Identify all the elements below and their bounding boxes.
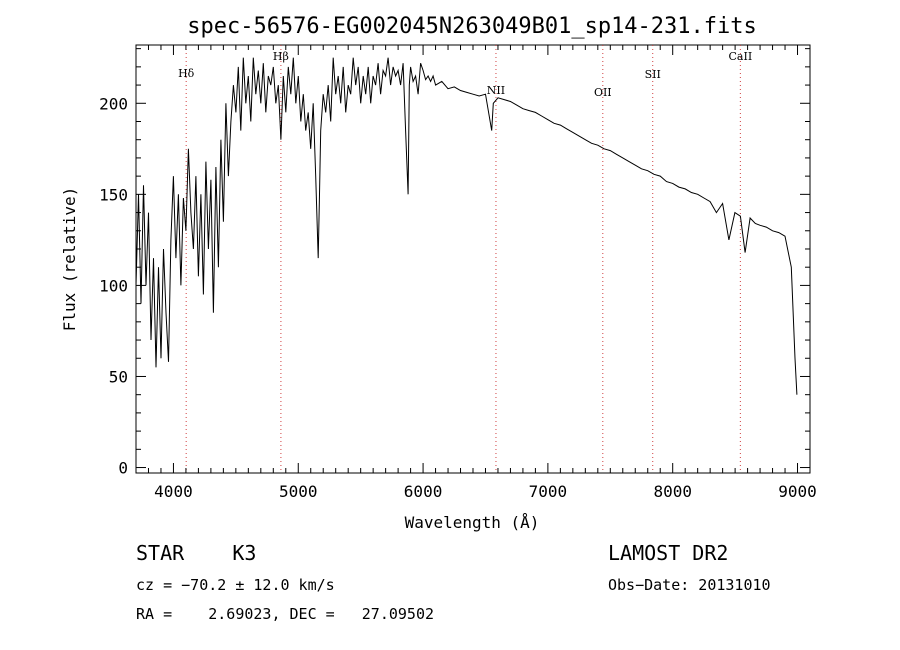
coordinates: RA = 2.69023, DEC = 27.09502 [136, 605, 435, 623]
x-axis-label: Wavelength (Å) [405, 513, 540, 532]
spectrum-line [135, 57, 798, 395]
y-tick-label: 150 [99, 185, 128, 204]
spectral-line-label: Hβ [273, 50, 289, 63]
spectral-line-label: Hδ [178, 67, 195, 80]
chart-title: spec-56576-EG002045N263049B01_sp14-231.f… [187, 14, 757, 39]
x-tick-label: 8000 [653, 482, 692, 501]
spectral-line-label: OII [594, 86, 612, 99]
spectral-line-label: SII [645, 68, 661, 81]
plot-frame [135, 44, 811, 474]
axes: 4000 5000 6000 7000 8000 9000 0 50 100 150 200 [99, 45, 817, 501]
x-tick-label: 9000 [778, 482, 817, 501]
spectral-line-label: CaII [729, 50, 753, 63]
spectral-line-markers: Hδ Hβ NII OII SII CaII [178, 45, 752, 473]
y-tick-label: 100 [99, 276, 128, 295]
observation-date: Obs−Date: 20131010 [608, 576, 771, 594]
y-tick-label: 200 [99, 94, 128, 113]
x-tick-label: 7000 [529, 482, 568, 501]
redshift-velocity: cz = −70.2 ± 12.0 km/s [136, 576, 335, 594]
x-tick-label: 6000 [404, 482, 443, 501]
y-tick-label: 50 [109, 367, 128, 386]
y-axis-label: Flux (relative) [60, 187, 79, 332]
y-tick-label: 0 [118, 459, 128, 478]
survey-name: LAMOST DR2 [608, 541, 729, 565]
x-tick-label: 4000 [154, 482, 193, 501]
x-tick-label: 5000 [279, 482, 318, 501]
object-classification: STAR K3 [136, 541, 257, 565]
spectral-line-label: NII [487, 84, 505, 97]
